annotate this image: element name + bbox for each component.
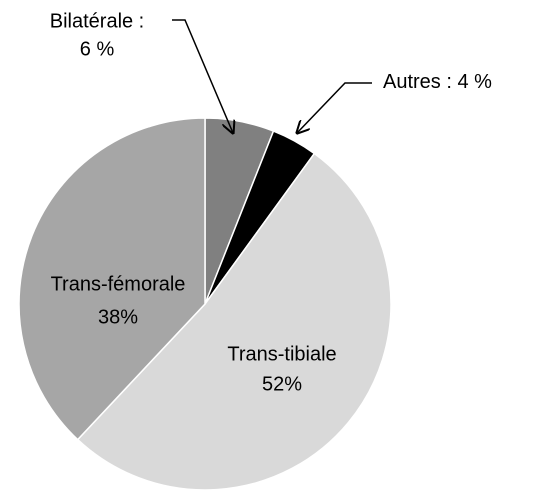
value-label: 52% (262, 373, 302, 395)
slice-label: Bilatérale : (50, 10, 145, 32)
slice (76, 152, 392, 491)
pie (18, 117, 392, 491)
value-label: 4 % (457, 71, 492, 93)
leader-line (297, 82, 372, 133)
leader-line (172, 19, 233, 133)
category-label: Autres : (383, 71, 452, 93)
value-label: 6 % (80, 38, 115, 60)
slice (18, 117, 206, 441)
slice-label: Trans-tibiale (227, 343, 336, 365)
value-label: 38% (98, 306, 138, 328)
slice-label: Trans-fémorale (51, 273, 186, 295)
slice-label: Autres : 4 % (383, 71, 492, 93)
